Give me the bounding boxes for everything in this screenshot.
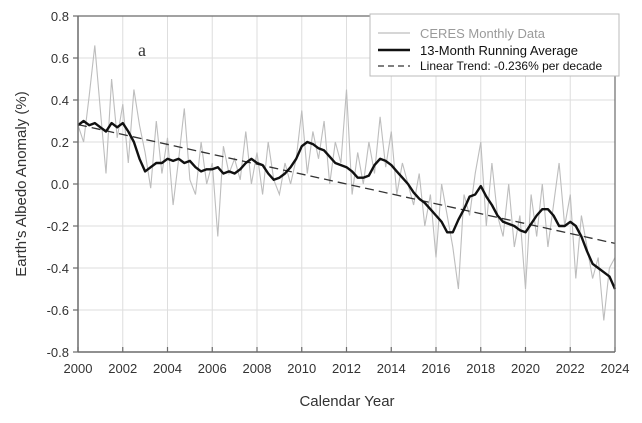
- legend-label-monthly: CERES Monthly Data: [420, 26, 546, 41]
- y-tick-label: 0.0: [51, 177, 69, 192]
- legend: CERES Monthly Data 13-Month Running Aver…: [369, 13, 620, 77]
- legend-label-average: 13-Month Running Average: [420, 43, 578, 58]
- x-tick-label: 2008: [243, 361, 272, 376]
- y-axis-ticks: -0.8 -0.6 -0.4 -0.2 0.0 0.2 0.4 0.6 0.8: [47, 9, 78, 360]
- y-tick-label: 0.8: [51, 9, 69, 24]
- linear-trend-series: [77, 123, 616, 245]
- x-tick-label: 2006: [198, 361, 227, 376]
- linear-trend-line: [77, 123, 616, 245]
- x-axis-title: Calendar Year: [299, 393, 394, 410]
- y-tick-label: -0.6: [47, 303, 69, 318]
- y-tick-label: -0.8: [47, 345, 69, 360]
- ceres-monthly-series: [77, 45, 616, 321]
- legend-box: [369, 13, 620, 77]
- legend-label-trend: Linear Trend: -0.236% per decade: [420, 59, 602, 73]
- x-axis-ticks: 2000 2002 2004 2006 2008 2010 2012 2014 2016 2018…: [64, 347, 630, 376]
- running-average-line: [77, 119, 617, 290]
- y-tick-label: 0.4: [51, 93, 69, 108]
- x-tick-label: 2018: [466, 361, 495, 376]
- x-tick-label: 2010: [287, 361, 316, 376]
- x-tick-label: 2012: [332, 361, 361, 376]
- x-tick-label: 2016: [422, 361, 451, 376]
- panel-label: a: [138, 40, 146, 60]
- ceres-monthly-line: [77, 45, 616, 321]
- y-tick-label: -0.4: [47, 261, 69, 276]
- y-tick-label: 0.6: [51, 51, 69, 66]
- x-tick-label: 2022: [556, 361, 585, 376]
- x-tick-label: 2014: [377, 361, 406, 376]
- y-axis-title: Earth's Albedo Anomaly (%): [13, 91, 30, 276]
- running-average-series: [77, 119, 617, 290]
- x-tick-label: 2004: [153, 361, 182, 376]
- x-tick-label: 2020: [511, 361, 540, 376]
- y-tick-label: -0.2: [47, 219, 69, 234]
- x-tick-label: 2000: [64, 361, 93, 376]
- x-tick-label: 2002: [108, 361, 137, 376]
- y-tick-label: 0.2: [51, 135, 69, 150]
- x-tick-label: 2024: [601, 361, 630, 376]
